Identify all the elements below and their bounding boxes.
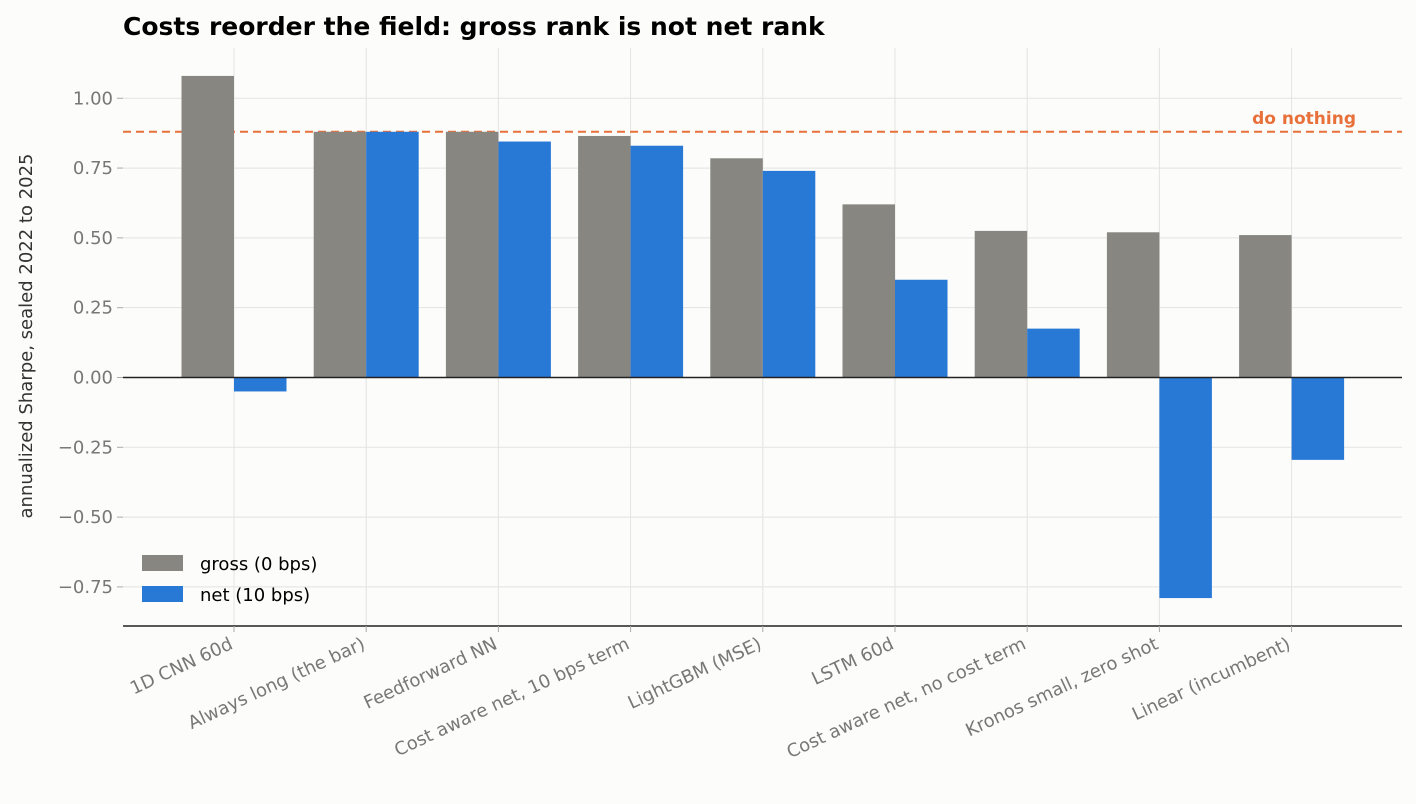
bar-net xyxy=(762,170,816,378)
chart-title: Costs reorder the field: gross rank is n… xyxy=(123,12,826,41)
x-tick-label: Cost aware net, no cost term xyxy=(784,633,1030,762)
bar-net xyxy=(498,141,551,378)
bar-gross xyxy=(710,158,763,378)
x-tick-label: 1D CNN 60d xyxy=(127,633,236,699)
bar-gross xyxy=(974,230,1028,378)
x-tick-label: LSTM 60d xyxy=(808,633,897,689)
y-tick-label: 1.00 xyxy=(73,88,113,109)
y-tick-label: 0.75 xyxy=(73,158,113,179)
x-tick-label: LightGBM (MSE) xyxy=(625,633,765,713)
bars xyxy=(181,75,1345,599)
legend-swatch-gross xyxy=(142,555,183,571)
legend-label-net: net (10 bps) xyxy=(200,585,310,606)
legend: gross (0 bps) net (10 bps) xyxy=(142,554,317,606)
bar-gross xyxy=(842,204,895,378)
y-tick-label: −0.50 xyxy=(58,507,113,528)
y-tick-label: −0.75 xyxy=(58,577,113,598)
y-ticks: 1.00 0.75 0.50 0.25 0.00 −0.25 −0.50 −0.75 xyxy=(58,88,123,598)
y-tick-label: 0.25 xyxy=(73,298,113,319)
bar-gross xyxy=(1239,235,1292,378)
legend-swatch-net xyxy=(142,586,183,602)
y-tick-label: 0.00 xyxy=(73,367,113,388)
do-nothing-label: do nothing xyxy=(1252,109,1356,129)
bar-net xyxy=(895,279,948,378)
bar-gross xyxy=(1106,232,1160,378)
y-tick-label: 0.50 xyxy=(73,228,113,249)
bar-net xyxy=(1159,377,1212,599)
bar-gross xyxy=(445,131,499,378)
bar-gross xyxy=(578,135,631,378)
bar-net xyxy=(1291,377,1345,460)
bar-gross xyxy=(313,131,367,378)
bar-net xyxy=(1027,328,1080,378)
bar-gross xyxy=(181,75,234,378)
bar-net xyxy=(630,145,684,378)
bar-net xyxy=(234,377,287,392)
y-axis-label: annualized Sharpe, sealed 2022 to 2025 xyxy=(16,153,37,518)
legend-label-gross: gross (0 bps) xyxy=(200,554,317,575)
x-tick-label: Cost aware net, 10 bps term xyxy=(391,633,632,760)
y-tick-label: −0.25 xyxy=(58,437,113,458)
bar-net xyxy=(366,131,419,378)
